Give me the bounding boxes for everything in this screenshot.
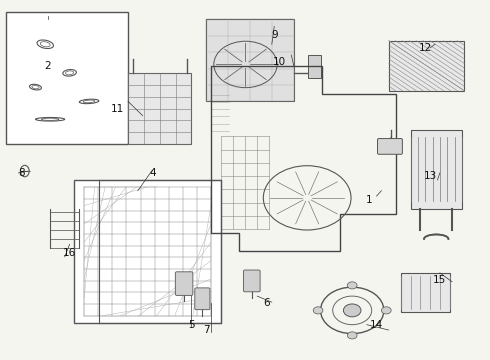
Circle shape [343,304,361,317]
FancyBboxPatch shape [206,19,294,102]
FancyBboxPatch shape [308,55,320,78]
Text: 7: 7 [203,325,209,335]
Text: 3: 3 [388,139,394,149]
Text: 1: 1 [366,195,372,204]
Text: 16: 16 [63,248,76,258]
Text: 15: 15 [433,275,446,285]
Circle shape [313,307,323,314]
Text: 10: 10 [272,57,286,67]
FancyBboxPatch shape [411,130,462,208]
Text: 5: 5 [188,320,195,330]
Circle shape [347,282,357,289]
Circle shape [347,332,357,339]
Text: 8: 8 [19,168,25,178]
FancyBboxPatch shape [195,288,210,310]
FancyBboxPatch shape [389,41,464,91]
Text: 11: 11 [111,104,124,113]
Text: 12: 12 [418,43,432,53]
FancyBboxPatch shape [74,180,220,323]
Text: 14: 14 [370,320,383,330]
Text: 6: 6 [264,298,270,308]
Text: 4: 4 [149,168,156,178]
Circle shape [381,307,391,314]
Text: 2: 2 [45,61,51,71]
Text: 9: 9 [271,30,277,40]
FancyBboxPatch shape [244,270,260,292]
FancyBboxPatch shape [401,273,450,312]
FancyBboxPatch shape [128,73,192,144]
Text: 13: 13 [423,171,437,181]
FancyBboxPatch shape [175,272,193,296]
FancyBboxPatch shape [6,12,128,144]
FancyBboxPatch shape [377,139,402,154]
